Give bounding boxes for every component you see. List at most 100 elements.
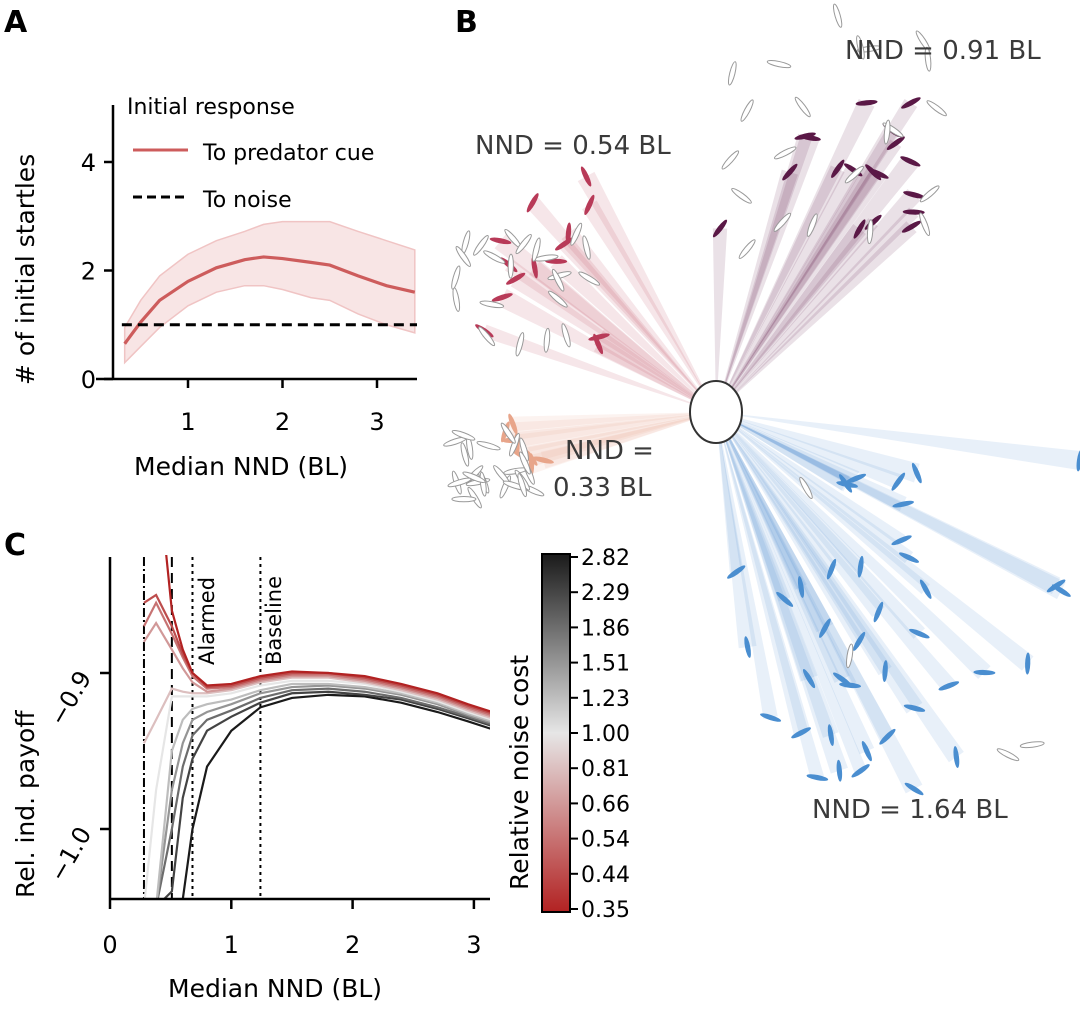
occluded-fish — [582, 235, 591, 260]
visual-ray — [716, 412, 850, 491]
visual-ray — [716, 189, 921, 412]
occluded-fish — [996, 748, 1020, 762]
predator-cue-confidence-band — [123, 220, 416, 365]
visual-ray — [716, 412, 824, 780]
visual-ray — [716, 412, 920, 483]
visible-fish — [898, 552, 920, 563]
occluded-fish — [460, 442, 470, 467]
visible-fish — [891, 535, 912, 546]
visible-fish — [791, 727, 811, 739]
panel-a-lines — [121, 255, 417, 345]
occluded-fish — [773, 212, 792, 232]
visible-fish — [891, 472, 906, 491]
payoff-line — [156, 684, 490, 899]
visual-ray — [521, 412, 716, 465]
occluded-fish — [447, 477, 472, 488]
panel-letter-c: C — [4, 528, 26, 563]
visible-fish — [580, 166, 592, 187]
visual-rays — [482, 98, 1080, 794]
visual-ray — [540, 412, 716, 469]
visible-fish — [903, 704, 926, 712]
visible-fish — [911, 462, 922, 484]
visible-fish — [845, 473, 867, 484]
x-tick-label-a: 2 — [275, 408, 290, 436]
visual-ray — [716, 412, 867, 774]
visible-fish — [868, 168, 889, 179]
visible-fish — [827, 724, 834, 746]
visible-fish — [526, 193, 539, 213]
visual-ray — [716, 412, 902, 489]
visible-fish — [901, 97, 921, 109]
colorbar-ticks: 2.82 2.29 1.86 1.51 1.23 1.00 0.81 0.66 0.54 0.44… — [570, 546, 630, 923]
colorbar-tick-label: 2.29 — [581, 581, 630, 606]
visible-fish — [802, 669, 816, 689]
colorbar-tick-label: 0.66 — [581, 792, 630, 817]
occluded-fish — [515, 233, 532, 255]
x-axis-label-c: Median NND (BL) — [168, 974, 382, 1003]
occluded-fish — [740, 99, 754, 122]
visible-fish — [782, 163, 798, 181]
visual-ray — [716, 168, 886, 412]
colorbar — [541, 553, 571, 913]
x-tick-label-c: 3 — [466, 931, 481, 959]
visible-fish — [819, 618, 831, 638]
occluded-fish — [473, 235, 489, 256]
vline-label-baseline: Baseline — [262, 576, 286, 665]
payoff-line — [143, 593, 490, 715]
visible-fish — [508, 413, 518, 435]
occluded-fish — [1019, 741, 1045, 749]
visible-fish — [853, 631, 866, 651]
x-tick-label-a: 1 — [180, 408, 195, 436]
visual-ray — [510, 271, 716, 412]
visible-fish — [851, 764, 870, 778]
visual-ray — [582, 200, 716, 412]
visual-ray — [716, 221, 917, 412]
visible-fish — [861, 741, 872, 762]
visual-ray — [482, 324, 716, 412]
visible-fish — [973, 669, 996, 676]
visual-ray — [504, 412, 716, 442]
occluded-fish — [845, 643, 854, 669]
visible-fish — [919, 579, 932, 599]
visual-ray — [716, 412, 818, 682]
visual-ray — [716, 412, 1034, 671]
occluded-fish — [548, 290, 568, 308]
y-tick-label-a: 4 — [81, 149, 96, 177]
visual-ray — [716, 412, 848, 774]
focal-fish-marker — [689, 380, 743, 444]
visible-fish — [712, 219, 728, 238]
visual-ray — [716, 412, 866, 571]
visual-ray — [716, 412, 778, 719]
occluded-fish — [856, 35, 865, 60]
visual-ray — [716, 207, 919, 412]
x-axis-label-a: Median NND (BL) — [134, 452, 348, 481]
occluded-fish — [455, 246, 471, 267]
visual-ray — [716, 412, 875, 755]
visual-ray — [550, 255, 716, 412]
colorbar-tick-label: 2.82 — [581, 546, 630, 571]
visible-fish — [491, 293, 513, 302]
visual-ray — [716, 412, 851, 492]
visible-fish — [833, 672, 852, 686]
occluded-fish — [806, 213, 818, 237]
visible-fish — [531, 256, 538, 279]
y-tick-label-a: 0 — [81, 366, 96, 394]
visual-ray — [716, 412, 757, 649]
occluded-fish — [532, 237, 541, 262]
occluded-fish — [832, 3, 843, 28]
visual-ray — [716, 412, 860, 486]
panel-letter-a: A — [4, 5, 28, 40]
visible-fish — [857, 555, 864, 578]
colorbar-tick-label: 0.35 — [581, 898, 630, 923]
visual-ray — [716, 412, 892, 676]
visual-ray — [716, 168, 880, 412]
visible-fish — [900, 156, 921, 167]
visual-ray — [716, 412, 926, 639]
colorbar-tick-label: 1.86 — [581, 616, 630, 641]
visual-ray — [716, 412, 791, 602]
occluded-fish — [515, 332, 525, 357]
occluded-fish — [507, 253, 514, 279]
colorbar-label: Relative noise cost — [505, 655, 534, 890]
predator-cue-line — [123, 255, 416, 345]
